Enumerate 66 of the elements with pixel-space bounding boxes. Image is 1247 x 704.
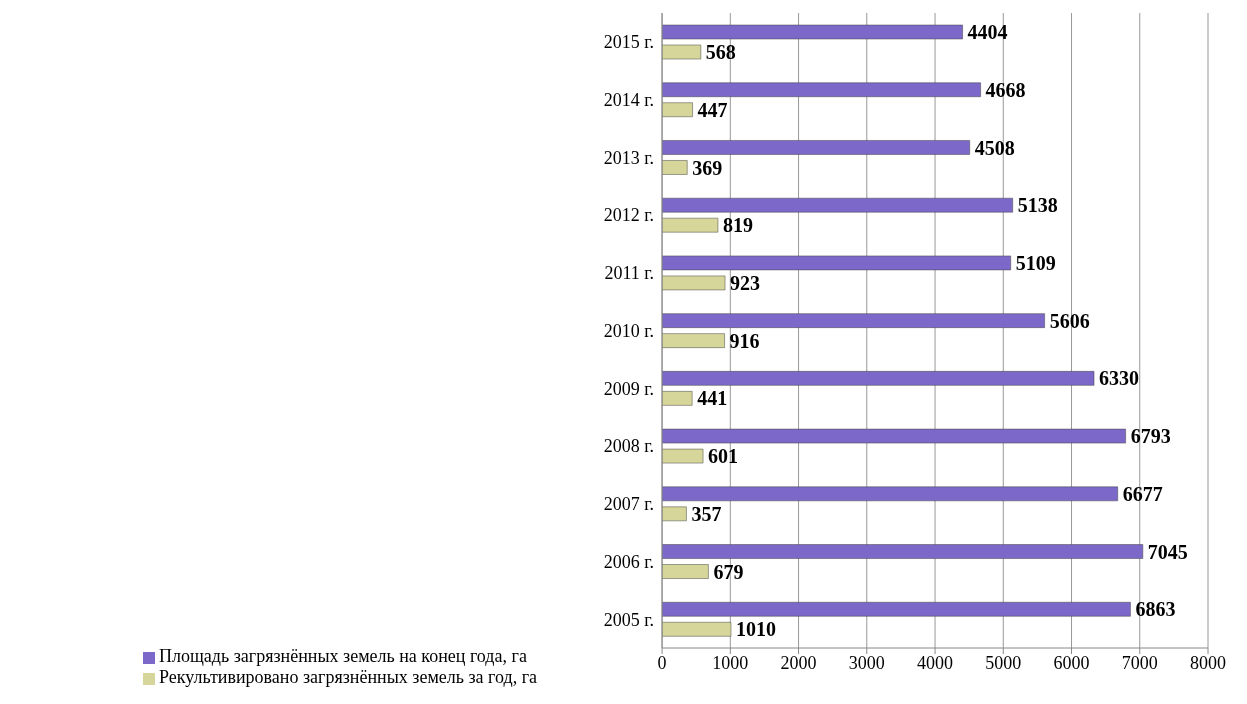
data-label: 357 bbox=[691, 502, 722, 525]
x-tick-label: 6000 bbox=[1053, 652, 1090, 673]
y-tick-label: 2008 г. bbox=[603, 436, 655, 457]
data-label: 819 bbox=[722, 214, 753, 237]
bar bbox=[662, 255, 1011, 271]
data-label: 4668 bbox=[985, 78, 1026, 101]
x-tick-label: 7000 bbox=[1121, 652, 1158, 673]
bar bbox=[662, 275, 726, 291]
y-tick-label: 2007 г. bbox=[603, 494, 655, 515]
y-tick-label: 2013 г. bbox=[603, 147, 655, 168]
legend-label: Площадь загрязнённых земель на конец года, га bbox=[159, 646, 527, 666]
bar bbox=[662, 140, 970, 155]
data-label: 369 bbox=[692, 156, 723, 179]
data-label: 4508 bbox=[974, 136, 1015, 159]
bar bbox=[662, 622, 732, 637]
data-label: 923 bbox=[730, 272, 761, 295]
bar bbox=[662, 602, 1131, 617]
data-label: 4404 bbox=[967, 21, 1008, 44]
data-label: 6330 bbox=[1099, 367, 1140, 390]
data-label: 679 bbox=[713, 560, 744, 583]
x-tick-label: 2000 bbox=[780, 652, 817, 673]
x-tick-label: 3000 bbox=[848, 652, 885, 673]
data-label: 6863 bbox=[1135, 598, 1176, 621]
x-tick-label: 8000 bbox=[1190, 652, 1226, 673]
bar bbox=[662, 217, 719, 233]
legend-label: Рекультивировано загрязнённых земель за год, га bbox=[159, 667, 538, 687]
y-tick-label: 2010 г. bbox=[603, 320, 655, 341]
y-tick-label: 2005 г. bbox=[603, 609, 655, 630]
y-tick-label: 2012 г. bbox=[603, 205, 655, 226]
x-tick-label: 4000 bbox=[917, 652, 954, 673]
bar bbox=[662, 44, 702, 60]
data-label: 601 bbox=[708, 445, 739, 468]
bar bbox=[662, 197, 1013, 213]
data-label: 5606 bbox=[1049, 309, 1090, 332]
y-tick-label: 2011 г. bbox=[604, 263, 655, 284]
data-label: 7045 bbox=[1147, 540, 1188, 563]
y-tick-label: 2014 г. bbox=[603, 89, 655, 110]
bar bbox=[662, 371, 1095, 386]
bar bbox=[662, 544, 1144, 559]
bar bbox=[662, 82, 981, 97]
data-label: 5109 bbox=[1015, 252, 1056, 275]
bar bbox=[662, 486, 1118, 502]
data-label: 441 bbox=[697, 387, 728, 410]
bar bbox=[662, 428, 1126, 444]
data-label: 447 bbox=[697, 98, 728, 121]
data-label: 568 bbox=[705, 41, 736, 64]
data-label: 916 bbox=[729, 329, 760, 352]
bar bbox=[662, 24, 963, 40]
bar bbox=[662, 391, 693, 406]
y-tick-label: 2015 г. bbox=[603, 32, 655, 53]
data-label: 5138 bbox=[1017, 194, 1058, 217]
bar bbox=[662, 448, 704, 464]
bar bbox=[662, 313, 1045, 328]
x-tick-label: 5000 bbox=[985, 652, 1022, 673]
x-tick-label: 1000 bbox=[712, 652, 749, 673]
y-tick-label: 2006 г. bbox=[603, 551, 655, 572]
bar bbox=[662, 160, 688, 175]
bar bbox=[662, 333, 725, 348]
bar bbox=[662, 506, 687, 522]
bar bbox=[662, 102, 693, 117]
bar bbox=[662, 564, 709, 579]
x-tick-label: 0 bbox=[657, 652, 667, 673]
data-label: 1010 bbox=[735, 618, 776, 641]
y-tick-label: 2009 г. bbox=[603, 378, 655, 399]
data-label: 6793 bbox=[1130, 425, 1171, 448]
data-label: 6677 bbox=[1122, 482, 1163, 505]
